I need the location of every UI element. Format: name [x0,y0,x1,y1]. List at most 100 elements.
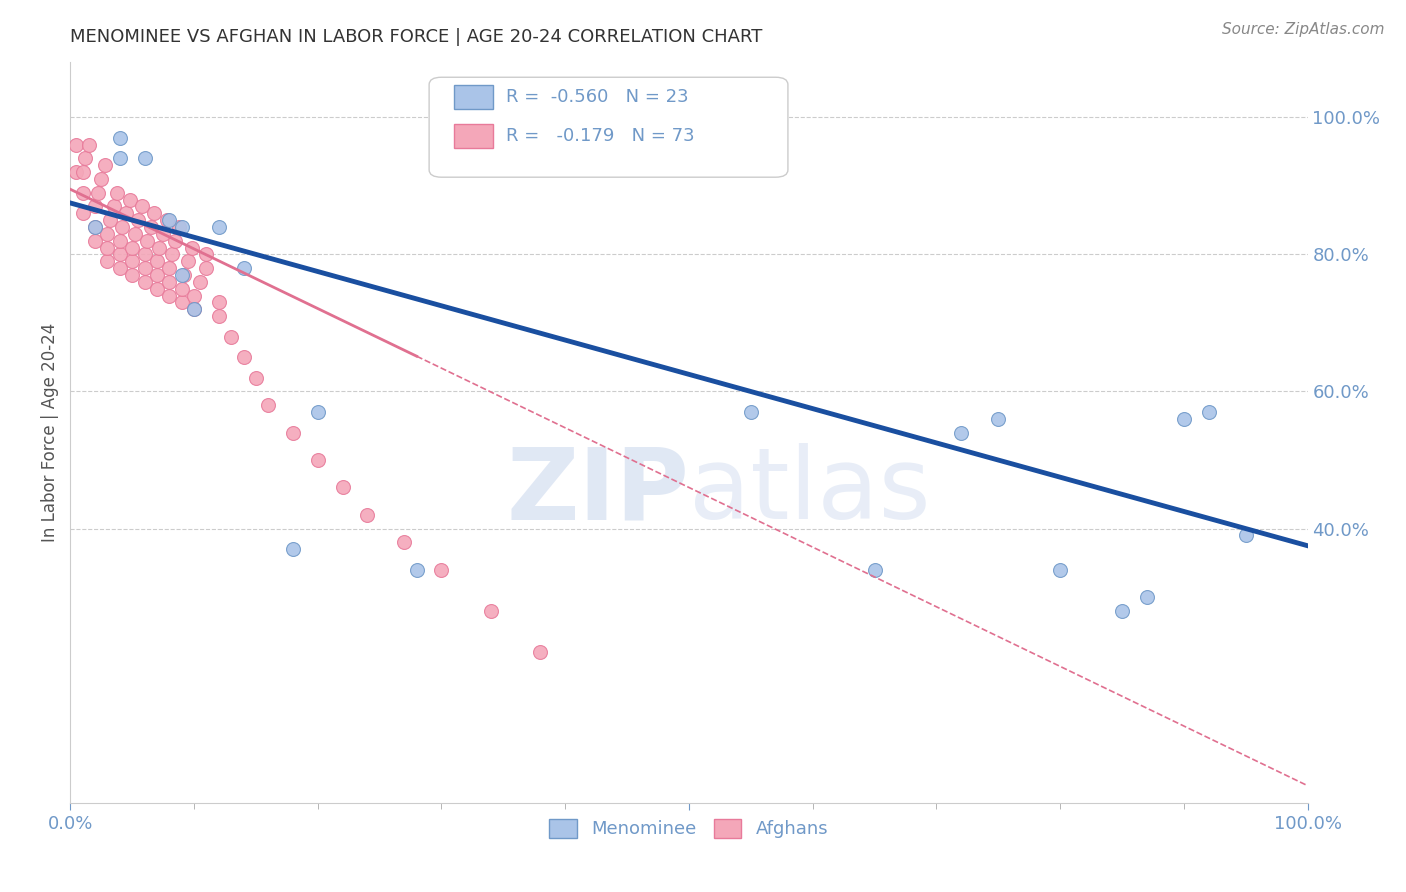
FancyBboxPatch shape [429,78,787,178]
Point [167,219,190,234]
Point [72,165,94,179]
Point [124,227,146,241]
Point [72,206,94,220]
Point [208,309,231,323]
Point [281,425,304,440]
Point [1049,563,1071,577]
Point [356,508,378,522]
Point [84,219,107,234]
Point [108,131,131,145]
Point [96,254,118,268]
Point [115,206,138,220]
Text: R =   -0.179   N = 73: R = -0.179 N = 73 [506,127,695,145]
Point [195,261,218,276]
Point [108,234,131,248]
Point [90,172,112,186]
Point [1136,590,1159,604]
Y-axis label: In Labor Force | Age 20-24: In Labor Force | Age 20-24 [41,323,59,542]
Text: atlas: atlas [689,443,931,541]
Point [281,542,304,557]
Point [152,227,174,241]
Point [157,261,180,276]
Point [405,563,427,577]
Point [146,268,169,282]
Text: Source: ZipAtlas.com: Source: ZipAtlas.com [1222,22,1385,37]
Point [157,213,180,227]
Point [75,152,97,166]
Point [65,165,87,179]
Point [108,261,131,276]
FancyBboxPatch shape [454,86,494,109]
Point [863,563,886,577]
Point [170,268,193,282]
Point [394,535,416,549]
Point [529,645,551,659]
Point [257,398,280,412]
Point [1173,412,1195,426]
Point [170,295,193,310]
Point [208,219,231,234]
Point [232,350,254,364]
Point [134,261,156,276]
Point [1234,528,1257,542]
Point [72,186,94,200]
Point [105,186,128,200]
Point [94,158,117,172]
Point [219,329,242,343]
Point [208,295,231,310]
Point [143,206,166,220]
Point [183,288,205,302]
Point [987,412,1010,426]
Point [170,219,193,234]
Point [121,240,143,255]
Point [98,213,121,227]
FancyBboxPatch shape [454,124,494,147]
Point [740,405,762,419]
Point [121,268,143,282]
Text: MENOMINEE VS AFGHAN IN LABOR FORCE | AGE 20-24 CORRELATION CHART: MENOMINEE VS AFGHAN IN LABOR FORCE | AGE… [70,28,762,45]
Point [173,268,195,282]
Point [131,199,153,213]
Point [307,453,329,467]
Point [84,199,107,213]
Point [183,302,205,317]
Point [165,234,187,248]
Point [84,219,107,234]
Point [332,480,354,494]
Point [108,152,131,166]
Point [118,193,141,207]
Point [121,254,143,268]
Legend: Menominee, Afghans: Menominee, Afghans [543,812,835,846]
Point [156,213,179,227]
Point [84,234,107,248]
Point [134,247,156,261]
Point [232,261,254,276]
Point [188,275,211,289]
Point [111,219,134,234]
Point [177,254,200,268]
Point [950,425,973,440]
Point [134,152,156,166]
Text: R =  -0.560   N = 23: R = -0.560 N = 23 [506,88,689,106]
Point [108,247,131,261]
Point [1198,405,1220,419]
Point [157,275,180,289]
Point [146,254,169,268]
Point [65,137,87,152]
Point [77,137,100,152]
Point [195,247,218,261]
Point [479,604,502,618]
Point [183,302,205,317]
Point [180,240,202,255]
Point [146,282,169,296]
Point [160,247,183,261]
Point [139,219,162,234]
Point [157,288,180,302]
Point [86,186,108,200]
Point [170,282,193,296]
Point [96,240,118,255]
Point [148,240,170,255]
Point [1111,604,1133,618]
Point [127,213,149,227]
Point [136,234,159,248]
